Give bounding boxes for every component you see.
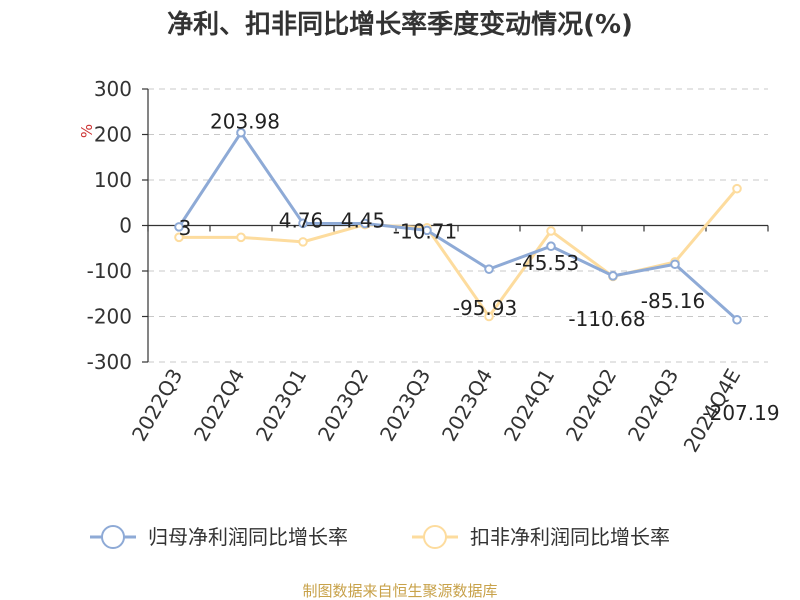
legend-label: 归母净利润同比增长率: [148, 525, 348, 549]
legend-label: 扣非净利润同比增长率: [470, 525, 670, 549]
chart-title: 净利、扣非同比增长率季度变动情况(%): [167, 9, 633, 40]
x-tick-label-2023Q3: 2023Q3: [375, 365, 435, 446]
x-tick-label-2023Q1: 2023Q1: [251, 365, 311, 446]
series-1-point-2022Q4[interactable]: [236, 232, 246, 243]
series-0-point-2023Q4[interactable]: [484, 264, 494, 274]
data-label-2022Q4: 203.98: [210, 110, 280, 134]
series-1-point-2024Q4E[interactable]: [732, 183, 742, 194]
series-0-point-2023Q2[interactable]: [360, 218, 370, 229]
data-label-2024Q4E: -207.19: [702, 401, 779, 425]
data-label-2024Q1: -45.53: [515, 251, 579, 275]
series-0-point-2023Q1[interactable]: [298, 218, 308, 229]
y-tick-label-1: 200: [94, 123, 132, 147]
x-tick-label-2024Q3: 2024Q3: [623, 365, 683, 446]
series-1-point-2023Q1[interactable]: [298, 237, 308, 247]
series-1-point-2023Q4[interactable]: [484, 311, 494, 322]
series-0-point-2022Q4[interactable]: [236, 127, 246, 138]
y-tick-label-3: 0: [119, 214, 132, 238]
y-tick-label-0: 300: [94, 77, 132, 101]
y-tick-label-2: 100: [94, 168, 132, 192]
x-tick-label-2024Q2: 2024Q2: [561, 365, 621, 446]
y-tick-label-5: -200: [87, 305, 132, 329]
y-axis-unit-label: %: [78, 124, 96, 138]
x-tick-label-2022Q4: 2022Q4: [189, 365, 249, 446]
series-1-point-2022Q3[interactable]: [174, 232, 184, 243]
series-0-point-2024Q1[interactable]: [546, 241, 556, 252]
legend-marker: [101, 525, 125, 549]
legend[interactable]: 归母净利润同比增长率 扣非净利润同比增长率: [90, 525, 670, 549]
data-label-2023Q3: -10.71: [393, 219, 457, 243]
data-labels: 3 203.98 4.76 4.45 -10.71 -95.93 -45.53 -110.68…: [179, 110, 780, 425]
series-lines: [174, 127, 742, 325]
x-tick-label-2023Q4: 2023Q4: [437, 365, 497, 446]
series-0-point-2024Q4E[interactable]: [732, 314, 742, 325]
data-label-2024Q2: -110.68: [568, 307, 645, 331]
x-tick-label-2022Q3: 2022Q3: [127, 365, 187, 446]
series-0-point-2024Q2[interactable]: [608, 271, 618, 281]
legend-item-1[interactable]: 扣非净利润同比增长率: [412, 525, 670, 549]
y-tick-label-6: -300: [87, 350, 132, 374]
series-line-0: [177, 131, 739, 321]
series-0-point-2022Q3[interactable]: [174, 222, 184, 232]
data-label-2023Q2: 4.45: [341, 208, 386, 232]
x-tick-label-2024Q1: 2024Q1: [499, 365, 559, 446]
series-1-point-2024Q1[interactable]: [546, 226, 556, 236]
y-tick-label-4: -100: [87, 259, 132, 283]
data-source-footer: 制图数据来自恒生聚源数据库: [302, 582, 497, 600]
legend-item-0[interactable]: 归母净利润同比增长率: [90, 525, 348, 549]
data-label-2024Q3: -85.16: [641, 289, 705, 313]
data-label-2022Q3: 3: [179, 216, 192, 240]
series-0-point-2024Q3[interactable]: [670, 259, 680, 270]
data-label-2023Q4: -95.93: [453, 296, 517, 320]
legend-marker: [423, 525, 447, 549]
data-label-2023Q1: 4.76: [279, 208, 324, 232]
series-0-point-2023Q3[interactable]: [422, 225, 432, 236]
x-tick-label-2023Q2: 2023Q2: [313, 365, 373, 446]
